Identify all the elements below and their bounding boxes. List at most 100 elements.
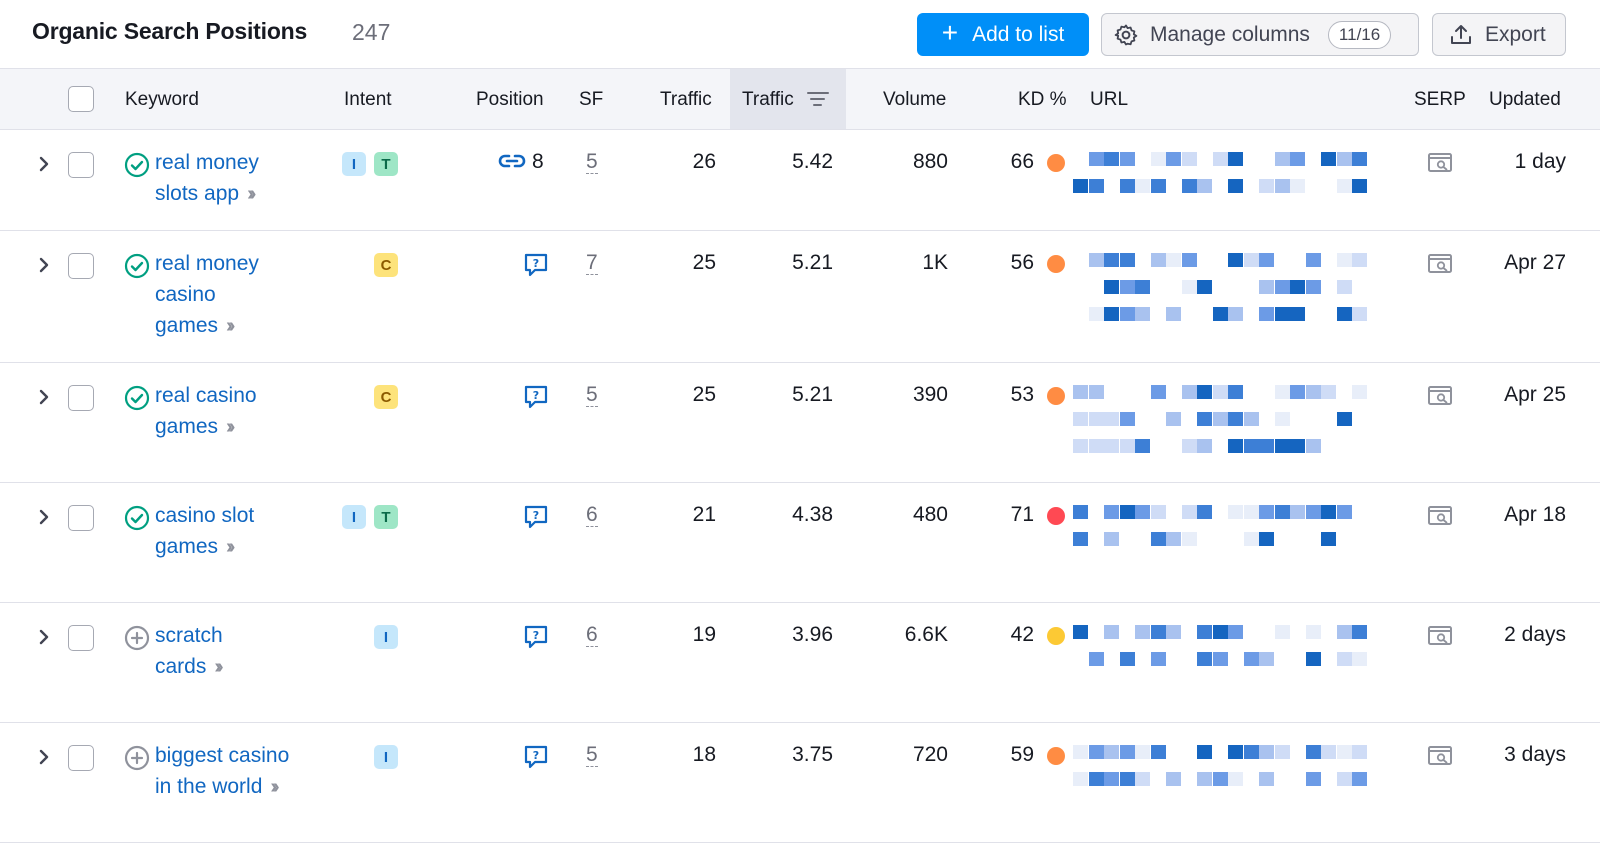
intent-badge-t: T [374,152,398,176]
intent-badge-c: C [374,385,398,409]
expand-row-chevron-icon[interactable] [36,152,52,176]
updated-value: Apr 25 [1504,383,1566,406]
column-url[interactable]: URL [1090,89,1129,110]
row-checkbox[interactable] [68,505,94,531]
export-label: Export [1485,22,1546,46]
check-circle-icon [124,152,150,178]
serp-preview-icon[interactable] [1427,385,1453,407]
expand-row-chevron-icon[interactable] [36,385,52,409]
question-bubble-icon[interactable]: ? [523,504,549,535]
column-traffic[interactable]: Traffic [660,89,712,110]
double-chevron-right-icon[interactable]: ›› [226,536,236,558]
expand-row-chevron-icon[interactable] [36,505,52,529]
double-chevron-right-icon[interactable]: ›› [226,315,236,337]
question-bubble-icon[interactable]: ? [523,252,549,283]
serp-preview-icon[interactable] [1427,745,1453,767]
traffic-value: 25 [692,251,716,274]
double-chevron-right-icon[interactable]: ›› [214,656,224,678]
column-keyword[interactable]: Keyword [125,89,199,110]
gear-icon [1114,24,1138,45]
serp-preview-icon[interactable] [1427,152,1453,174]
row-checkbox[interactable] [68,385,94,411]
intent-badge-i: I [374,625,398,649]
kd-value: 56 [1010,251,1034,274]
question-bubble-icon[interactable]: ? [523,384,549,415]
traffic-value: 18 [692,743,716,766]
serp-features-count[interactable]: 6 [586,503,598,527]
table-row: scratch cards ›› I? 6 19 3.96 6.6K 42 2 days [0,603,1600,723]
volume-value: 880 [912,150,948,173]
svg-text:?: ? [533,257,539,270]
table-header: Keyword Intent Position SF Traffic Traff… [0,68,1600,130]
kd-difficulty-dot [1047,507,1065,525]
table-row: real money slots app ›› I T 8 5 26 5.42 880 66 1 da… [0,130,1600,231]
kd-value: 42 [1010,623,1034,646]
table-row: real casino games ›› C? 5 25 5.21 390 53 Apr 25 [0,363,1600,483]
traffic-percent-value: 3.96 [792,623,833,646]
link-icon[interactable] [498,151,526,176]
page-header: Organic Search Positions 247 + Add to li… [0,0,1600,68]
traffic-value: 19 [692,623,716,646]
row-checkbox[interactable] [68,745,94,771]
kd-value: 66 [1010,150,1034,173]
keyword-line: games [155,415,219,438]
keyword-link[interactable]: real casino games ›› [155,380,325,443]
expand-row-chevron-icon[interactable] [36,625,52,649]
expand-row-chevron-icon[interactable] [36,253,52,277]
url-redacted[interactable] [1073,253,1403,355]
column-sf[interactable]: SF [579,89,604,110]
manage-columns-button[interactable]: Manage columns 11/16 [1101,13,1419,56]
keyword-link[interactable]: casino slot games ›› [155,500,325,563]
column-kd[interactable]: KD % [1018,89,1067,110]
kd-difficulty-dot [1047,387,1065,405]
serp-preview-icon[interactable] [1427,253,1453,275]
expand-row-chevron-icon[interactable] [36,745,52,769]
export-button[interactable]: Export [1432,13,1566,56]
select-all-checkbox[interactable] [68,86,94,112]
column-intent[interactable]: Intent [344,89,392,110]
row-checkbox[interactable] [68,253,94,279]
keyword-link[interactable]: real money slots app ›› [155,147,325,210]
add-to-list-button[interactable]: + Add to list [917,13,1089,56]
column-position[interactable]: Position [476,89,544,110]
column-serp[interactable]: SERP [1414,89,1466,110]
serp-preview-icon[interactable] [1427,625,1453,647]
serp-features-count[interactable]: 5 [586,383,598,407]
serp-features-count[interactable]: 5 [586,743,598,767]
row-checkbox[interactable] [68,152,94,178]
column-volume[interactable]: Volume [883,89,947,110]
check-circle-icon [124,253,150,279]
plus-circle-icon [124,745,150,771]
url-redacted[interactable] [1073,745,1403,835]
serp-features-count[interactable]: 7 [586,251,598,275]
column-traffic-percent[interactable]: Traffic [742,89,794,110]
updated-value: 1 day [1514,150,1566,173]
double-chevron-right-icon[interactable]: ›› [270,776,280,798]
keyword-link[interactable]: real money casino games ›› [155,248,325,342]
serp-features-count[interactable]: 6 [586,623,598,647]
url-redacted[interactable] [1073,625,1403,715]
table-row: biggest casino in the world ›› I? 5 18 3.75 720… [0,723,1600,843]
serp-preview-icon[interactable] [1427,505,1453,527]
question-bubble-icon[interactable]: ? [523,744,549,775]
column-updated[interactable]: Updated [1489,89,1561,110]
double-chevron-right-icon[interactable]: ›› [226,416,236,438]
volume-value: 720 [912,743,948,766]
svg-text:?: ? [533,389,539,402]
keyword-line: real money [155,151,259,174]
check-circle-icon [124,385,150,411]
keyword-line: real casino [155,384,257,407]
double-chevron-right-icon[interactable]: ›› [247,183,257,205]
keyword-link[interactable]: scratch cards ›› [155,620,325,683]
upload-icon [1451,24,1471,44]
serp-features-count[interactable]: 5 [586,150,598,174]
svg-text:?: ? [533,629,539,642]
sorted-column-highlight [730,69,846,129]
traffic-value: 26 [692,150,716,173]
row-checkbox[interactable] [68,625,94,651]
url-redacted[interactable] [1073,505,1403,595]
url-redacted[interactable] [1073,152,1403,223]
url-redacted[interactable] [1073,385,1403,475]
question-bubble-icon[interactable]: ? [523,624,549,655]
keyword-link[interactable]: biggest casino in the world ›› [155,740,325,803]
